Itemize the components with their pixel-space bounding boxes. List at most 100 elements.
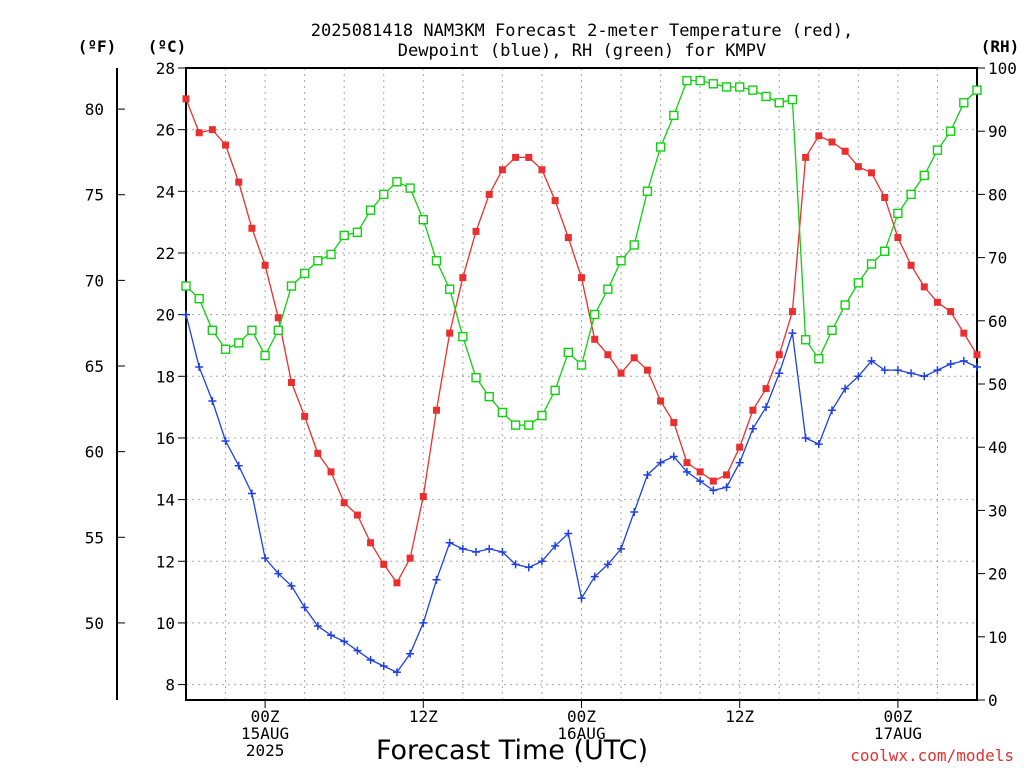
rh-point [576,360,587,370]
rh-point [761,91,771,102]
temperature-point [564,234,572,242]
celsius-tick-label: 28 [156,59,175,78]
rh-point [669,110,679,121]
fahrenheit-tick-label: 50 [85,614,104,633]
rh-point [893,208,903,219]
dewpoint-point [221,437,230,446]
temperature-point [696,468,704,476]
dewpoint-point [261,554,270,563]
rh-point [866,259,877,269]
x-tick-label: 12Z [725,707,754,726]
x-tick-label: 15AUG [241,724,289,743]
data-series [181,75,982,677]
rh-point [945,126,956,136]
temperature-point [643,366,651,374]
rh-point [524,420,534,430]
x-tick-label: 16AUG [557,724,605,743]
dewpoint-point [669,452,678,461]
dewpoint-point [432,575,441,584]
fahrenheit-tick-label: 70 [85,271,104,290]
temperature-point [657,397,665,405]
temperature-point [208,126,216,134]
dewpoint-point [841,384,850,393]
temperature-point [788,308,796,316]
rh-point [906,189,916,200]
celsius-tick-label: 22 [156,244,175,263]
rh-point [431,256,442,266]
rh-point [392,177,402,187]
temperature-point [195,129,203,137]
temperature-point [841,147,849,155]
fahrenheit-tick-label: 75 [85,186,104,205]
rh-point [207,325,218,335]
temperature-point [683,459,691,467]
temperature-point [630,354,638,362]
dewpoint-point [946,359,955,368]
rh-tick-label: 100 [988,59,1017,78]
celsius-tick-label: 16 [156,429,175,448]
celsius-tick-label: 20 [156,306,175,325]
rh-point [181,281,191,291]
temperature-point [868,169,876,177]
temperature-point [828,138,836,146]
rh-point [655,142,666,152]
axes: 8 10 12 14 16 18 20 22 24 26 28 50 55 60 65 70 75 80 0 10 20… [85,59,1017,760]
chart-title-line-1: 2025081418 NAM3KM Forecast 2-meter Tempe… [311,21,853,41]
temperature-point [446,329,454,337]
temperature-point [973,351,981,359]
dewpoint-point [458,544,467,553]
dewpoint-point [551,541,560,550]
dewpoint-point [735,458,744,467]
temperature-point [762,385,770,393]
dewpoint-point [577,594,586,603]
dewpoint-point [485,544,494,553]
temperature-point [314,449,322,457]
rh-point [616,256,626,266]
temperature-point [802,153,810,161]
dewpoint-point [472,548,481,557]
rh-point [339,230,349,241]
temperature-point [736,443,744,451]
temperature-point [498,166,506,174]
dewpoint-point [234,461,243,470]
x-tick-label: 00Z [883,707,912,726]
rh-point [774,98,784,108]
temperature-point [775,351,783,359]
rh-unit-label: (RH) [981,37,1020,56]
temperature-point [301,412,309,420]
dewpoint-point [182,310,190,319]
temperature-point [261,261,269,269]
celsius-tick-label: 12 [156,552,175,571]
dewpoint-point [827,406,836,415]
dewpoint-point [327,631,336,640]
x-tick-label: 00Z [251,707,280,726]
dewpoint-point [867,356,876,365]
rh-point [299,268,310,279]
dewpoint-point [682,467,691,476]
dewpoint-point [287,581,296,590]
fahrenheit-tick-label: 60 [85,443,104,462]
dewpoint-point [511,560,520,569]
dewpoint-point [366,655,375,664]
temperature-point [723,471,731,479]
temperature-point [182,95,190,103]
rh-point [537,410,547,421]
credit-label: coolwx.com/models [850,746,1014,765]
rh-tick-label: 60 [988,312,1007,331]
rh-point [787,94,798,105]
temperature-point [512,153,520,161]
temperature-point [459,274,467,282]
dewpoint-point [696,477,705,486]
celsius-tick-label: 26 [156,121,175,140]
rh-point [603,284,613,294]
rh-point [379,189,389,200]
dewpoint-point [709,486,718,495]
dewpoint-point [973,363,981,372]
temperature-point [419,493,427,501]
rh-point [234,338,244,348]
temperature-point [406,554,414,562]
rh-tick-label: 70 [988,249,1007,268]
temperature-point [960,329,968,337]
dewpoint-point [722,483,731,492]
rh-tick-label: 80 [988,185,1007,204]
